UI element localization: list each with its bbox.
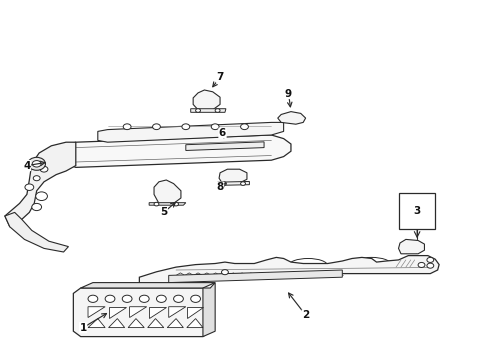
Circle shape: [32, 161, 41, 167]
Polygon shape: [154, 180, 181, 203]
Polygon shape: [128, 319, 144, 328]
Circle shape: [417, 262, 424, 267]
Polygon shape: [219, 169, 246, 184]
Polygon shape: [88, 319, 105, 328]
Polygon shape: [186, 307, 203, 318]
Circle shape: [139, 295, 149, 302]
Text: 5: 5: [160, 207, 167, 217]
Circle shape: [221, 182, 226, 185]
Circle shape: [40, 166, 48, 172]
Text: 2: 2: [302, 310, 308, 320]
Circle shape: [173, 295, 183, 302]
Polygon shape: [5, 142, 76, 227]
Polygon shape: [398, 239, 424, 254]
Polygon shape: [217, 181, 249, 185]
Circle shape: [173, 202, 178, 206]
Polygon shape: [149, 307, 166, 318]
Polygon shape: [108, 307, 125, 318]
Polygon shape: [168, 270, 342, 283]
Text: 6: 6: [219, 128, 225, 138]
Circle shape: [240, 124, 248, 130]
Circle shape: [215, 109, 220, 112]
Circle shape: [152, 124, 160, 130]
Polygon shape: [129, 307, 146, 318]
Text: 7: 7: [216, 72, 224, 82]
Polygon shape: [186, 319, 203, 328]
Text: 1: 1: [80, 323, 86, 333]
Circle shape: [33, 176, 40, 181]
Polygon shape: [203, 283, 215, 337]
Polygon shape: [5, 212, 68, 252]
Polygon shape: [81, 283, 215, 288]
Circle shape: [29, 160, 40, 168]
Circle shape: [32, 203, 41, 211]
Circle shape: [426, 263, 433, 268]
Circle shape: [221, 270, 228, 275]
Circle shape: [154, 202, 159, 206]
Polygon shape: [149, 203, 185, 205]
Polygon shape: [139, 256, 438, 290]
Circle shape: [211, 124, 219, 130]
Text: 4: 4: [23, 161, 31, 171]
Text: 8: 8: [216, 182, 223, 192]
Polygon shape: [147, 319, 163, 328]
Polygon shape: [58, 135, 290, 167]
Polygon shape: [73, 288, 210, 337]
Polygon shape: [88, 307, 105, 318]
Circle shape: [36, 192, 47, 201]
Circle shape: [28, 157, 45, 170]
Polygon shape: [193, 90, 220, 110]
Polygon shape: [168, 307, 185, 318]
Circle shape: [240, 182, 245, 185]
Polygon shape: [277, 112, 305, 124]
Circle shape: [88, 295, 98, 302]
Polygon shape: [108, 319, 124, 328]
Circle shape: [105, 295, 115, 302]
Text: 9: 9: [285, 89, 291, 99]
Circle shape: [195, 109, 200, 112]
Circle shape: [156, 295, 166, 302]
Polygon shape: [98, 122, 283, 142]
Circle shape: [25, 184, 34, 190]
Text: 3: 3: [413, 206, 420, 216]
Circle shape: [182, 124, 189, 130]
Polygon shape: [190, 109, 225, 112]
Polygon shape: [185, 142, 264, 150]
FancyBboxPatch shape: [398, 193, 434, 229]
Circle shape: [123, 124, 131, 130]
Circle shape: [426, 257, 433, 262]
Polygon shape: [167, 319, 183, 328]
Circle shape: [190, 295, 200, 302]
Circle shape: [122, 295, 132, 302]
